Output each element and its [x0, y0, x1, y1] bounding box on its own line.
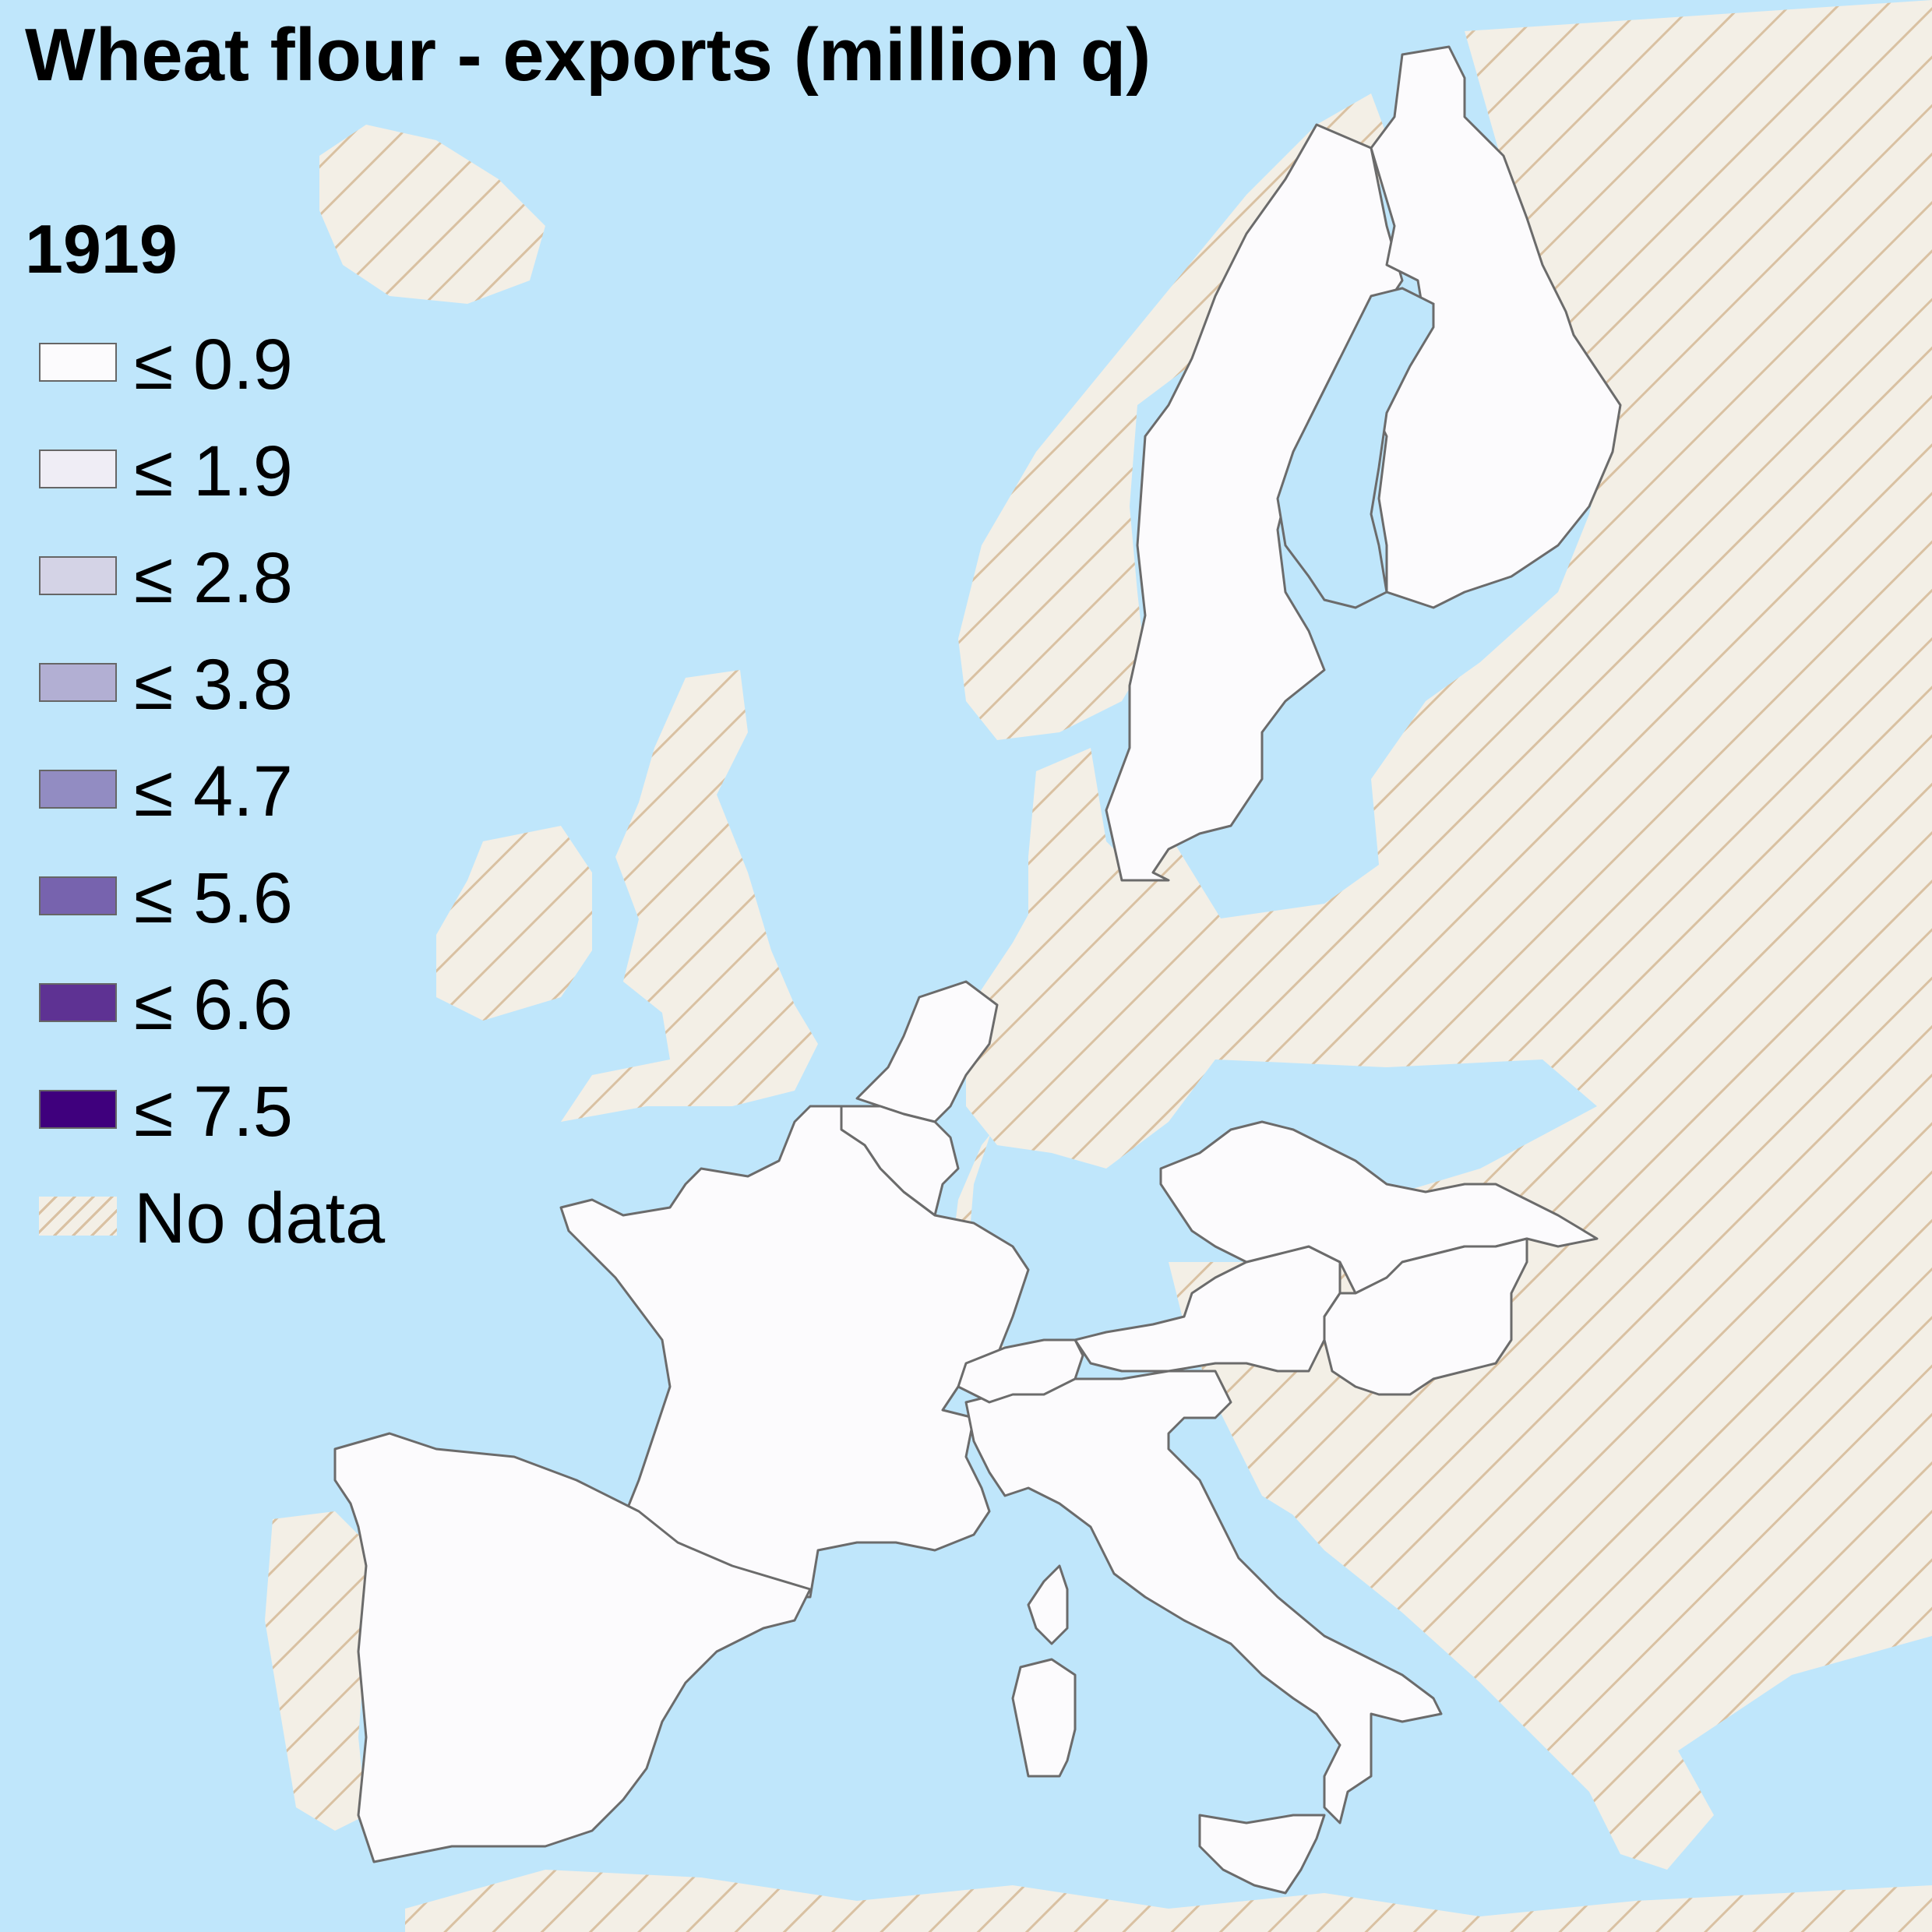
legend-swatch	[39, 343, 117, 382]
legend-label: ≤ 4.7	[134, 752, 293, 831]
gulf-of-bothnia	[1276, 287, 1435, 609]
sardinia	[1011, 1658, 1077, 1778]
legend-swatch	[39, 663, 117, 702]
year-label: 1919	[25, 210, 178, 287]
legend-label: No data	[134, 1179, 386, 1258]
denmark-germany	[950, 748, 1371, 1394]
legend-swatch	[39, 556, 117, 595]
ireland	[436, 826, 592, 1021]
legend-label: ≤ 3.8	[134, 645, 293, 724]
great-britain	[561, 670, 818, 1122]
legend-label: ≤ 1.9	[134, 432, 293, 511]
map-title: Wheat flour - exports (million q)	[25, 13, 1151, 97]
data-countries	[333, 45, 1622, 1895]
iceland	[319, 125, 545, 304]
legend-swatch	[39, 876, 117, 915]
finland	[1370, 45, 1622, 609]
italy	[964, 1370, 1443, 1824]
sicily	[1198, 1814, 1326, 1895]
corsica	[1027, 1564, 1069, 1645]
hungary	[1323, 1237, 1528, 1396]
north-africa	[405, 1870, 1932, 1932]
portugal	[265, 1511, 366, 1831]
france	[559, 1105, 1030, 1599]
legend-label: ≤ 7.5	[134, 1072, 293, 1151]
legend-label: ≤ 6.6	[134, 965, 293, 1045]
legend-swatch	[39, 770, 117, 809]
switzerland	[957, 1338, 1084, 1404]
legend-label: ≤ 5.6	[134, 858, 293, 938]
legend-swatch-no-data	[39, 1197, 117, 1236]
legend-swatch	[39, 1090, 117, 1129]
inland-water	[1276, 287, 1435, 609]
balkans	[1223, 1387, 1714, 1870]
legend-swatch	[39, 450, 117, 488]
legend-swatch	[39, 983, 117, 1022]
legend-label: ≤ 2.8	[134, 538, 293, 618]
legend-label: ≤ 0.9	[134, 325, 293, 404]
spain	[333, 1432, 812, 1863]
